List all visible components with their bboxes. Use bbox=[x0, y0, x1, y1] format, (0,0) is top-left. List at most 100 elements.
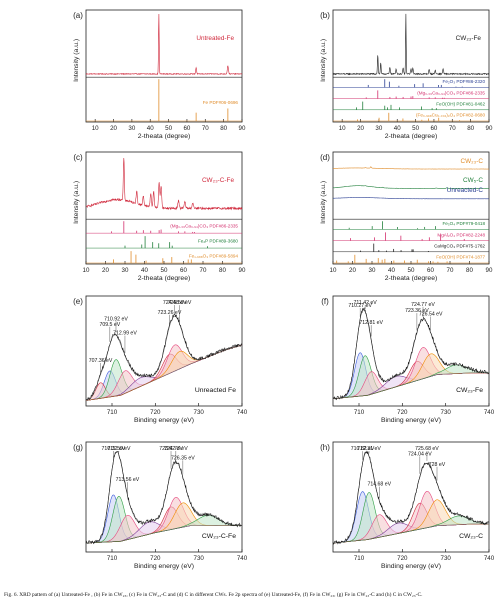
x-tick-label: 40 bbox=[394, 125, 401, 132]
peak-annotation: 726.54 eV bbox=[419, 312, 443, 318]
figure-caption: Fig. 6. XRD pattern of (a) Untreated-Fe … bbox=[4, 592, 496, 600]
x-tick-label: 20 bbox=[110, 125, 117, 132]
y-axis-label: Intensity (a.u.) bbox=[320, 39, 327, 82]
panel-title: Unreacted Fe bbox=[195, 387, 236, 394]
x-tick-label: 710 bbox=[354, 555, 365, 562]
peak-annotation: 724.04 eV bbox=[408, 451, 432, 457]
x-tick-label: 710 bbox=[107, 409, 118, 416]
plot-frame bbox=[85, 9, 243, 123]
peak-annotation: 709.5 eV bbox=[99, 322, 120, 328]
xps-panel-h: 710 720 730 740 Binding energy (eV) (h) 710.82… bbox=[320, 441, 495, 570]
x-tick-label: 740 bbox=[237, 555, 248, 562]
xrd-pattern-line bbox=[332, 185, 490, 189]
xrd-pattern-line bbox=[332, 166, 490, 170]
x-tick-label: 30 bbox=[128, 125, 135, 132]
y-axis-label: Intensity (a.u.) bbox=[320, 181, 327, 224]
reference-label: Fe₂P PDF#89-3680 bbox=[198, 238, 238, 243]
x-axis-label: 2-theata (degree) bbox=[138, 133, 191, 140]
x-tick-label: 710 bbox=[107, 555, 118, 562]
peak-annotation: 710.27 eV bbox=[348, 303, 372, 309]
x-tick-label: 40 bbox=[388, 267, 395, 274]
reference-label: FeO(OH) PDF#81-0462 bbox=[436, 102, 485, 107]
peak-annotation: 723.26 eV bbox=[158, 310, 182, 316]
component-fill bbox=[86, 345, 242, 401]
plot-frame bbox=[85, 441, 243, 553]
x-tick-label: 50 bbox=[412, 125, 419, 132]
peak-annotation: 711.59 eV bbox=[107, 446, 131, 452]
peak-annotation: 710.92 eV bbox=[104, 316, 128, 322]
xrd-panel-a: 10 20 30 40 50 60 70 80 90 2-theata (degree) Inten… bbox=[73, 9, 246, 140]
reference-label: (Mg₀.₀₆Ca₀.₉₄)CO₃ PDF#86-2335 bbox=[417, 90, 485, 95]
peak-annotation: 712.99 eV bbox=[113, 331, 137, 337]
peak-annotation: 710.32 eV bbox=[102, 446, 126, 452]
x-tick-label: 20 bbox=[349, 267, 356, 274]
x-tick-label: 710 bbox=[354, 409, 365, 416]
xrd-pattern-line bbox=[85, 157, 243, 211]
x-tick-label: 70 bbox=[447, 267, 454, 274]
x-tick-label: 10 bbox=[83, 267, 90, 274]
peak-annotation: 728 eV bbox=[429, 462, 446, 468]
x-tick-label: 720 bbox=[150, 409, 161, 416]
peak-annotation: 713.56 eV bbox=[116, 477, 140, 483]
x-axis-label: 2-theata (degree) bbox=[385, 133, 438, 140]
panel-label: (h) bbox=[320, 443, 330, 452]
reference-label: Fe₃O₄ PDF#79-0418 bbox=[442, 221, 485, 226]
component-fill bbox=[333, 364, 489, 399]
plot-frame bbox=[332, 441, 490, 553]
x-tick-label: 720 bbox=[397, 409, 408, 416]
component-fill bbox=[86, 515, 242, 544]
component-fill bbox=[333, 503, 489, 544]
x-tick-label: 60 bbox=[180, 267, 187, 274]
x-tick-label: 50 bbox=[165, 125, 172, 132]
panel-title: CW₂₃-Fe bbox=[456, 387, 483, 394]
panel-title: CW₂₃-C-Fe bbox=[202, 533, 236, 540]
peak-annotation: 725.59 eV bbox=[168, 300, 192, 306]
x-tick-label: 70 bbox=[202, 125, 209, 132]
x-tick-label: 80 bbox=[467, 125, 474, 132]
caption-line-1: Fig. 6. XRD pattern of (a) Untreated-Fe … bbox=[4, 592, 375, 598]
x-tick-label: 70 bbox=[200, 267, 207, 274]
raw-spectrum bbox=[85, 451, 243, 545]
x-axis-label: Binding energy (eV) bbox=[381, 417, 441, 424]
peak-annotation: 725.68 eV bbox=[415, 446, 439, 452]
plot-frame bbox=[332, 9, 490, 123]
x-tick-label: 10 bbox=[330, 267, 337, 274]
x-tick-label: 720 bbox=[150, 555, 161, 562]
x-tick-label: 40 bbox=[141, 267, 148, 274]
x-tick-label: 740 bbox=[484, 555, 495, 562]
pattern-label: Unreacted-C bbox=[447, 187, 484, 194]
peak-annotation: 712.81 eV bbox=[359, 320, 383, 326]
xrd-pattern-line bbox=[332, 197, 490, 200]
x-tick-label: 70 bbox=[449, 125, 456, 132]
x-tick-label: 80 bbox=[220, 125, 227, 132]
x-tick-label: 50 bbox=[161, 267, 168, 274]
x-tick-label: 720 bbox=[397, 555, 408, 562]
x-axis-label: 2-theata (degree) bbox=[385, 275, 438, 282]
peak-annotation: 710.82 eV bbox=[351, 446, 375, 452]
component-fill bbox=[86, 515, 242, 544]
x-tick-label: 60 bbox=[427, 267, 434, 274]
component-fill bbox=[86, 345, 242, 401]
xrd-panel-c: 10 20 30 40 50 60 70 80 90 2-theata (degree) Inten… bbox=[73, 151, 246, 282]
x-tick-label: 730 bbox=[194, 555, 205, 562]
panel-label: (d) bbox=[320, 153, 330, 162]
plot-frame bbox=[85, 151, 243, 265]
x-axis-label: Binding energy (eV) bbox=[134, 417, 194, 424]
pattern-label: CW₂₃-C bbox=[461, 158, 484, 165]
peak-annotation: 723.36 eV bbox=[405, 308, 429, 314]
reference-label: Fe PDF#06-0696 bbox=[203, 100, 239, 105]
x-tick-label: 40 bbox=[147, 125, 154, 132]
xps-panel-e: 710 720 730 740 Binding energy (eV) (e) 707.36… bbox=[73, 295, 248, 424]
panel-title: CW₂₃-C bbox=[459, 533, 483, 540]
plot-frame bbox=[85, 295, 243, 407]
plot-frame bbox=[332, 295, 490, 407]
panel-label: (g) bbox=[73, 443, 83, 452]
background-line bbox=[85, 525, 242, 544]
component-fill bbox=[86, 344, 242, 401]
x-axis-label: 2-theata (degree) bbox=[138, 275, 191, 282]
x-tick-label: 20 bbox=[357, 125, 364, 132]
peak-annotation: 711.42 eV bbox=[354, 300, 378, 306]
x-tick-label: 80 bbox=[219, 267, 226, 274]
x-tick-label: 10 bbox=[339, 125, 346, 132]
